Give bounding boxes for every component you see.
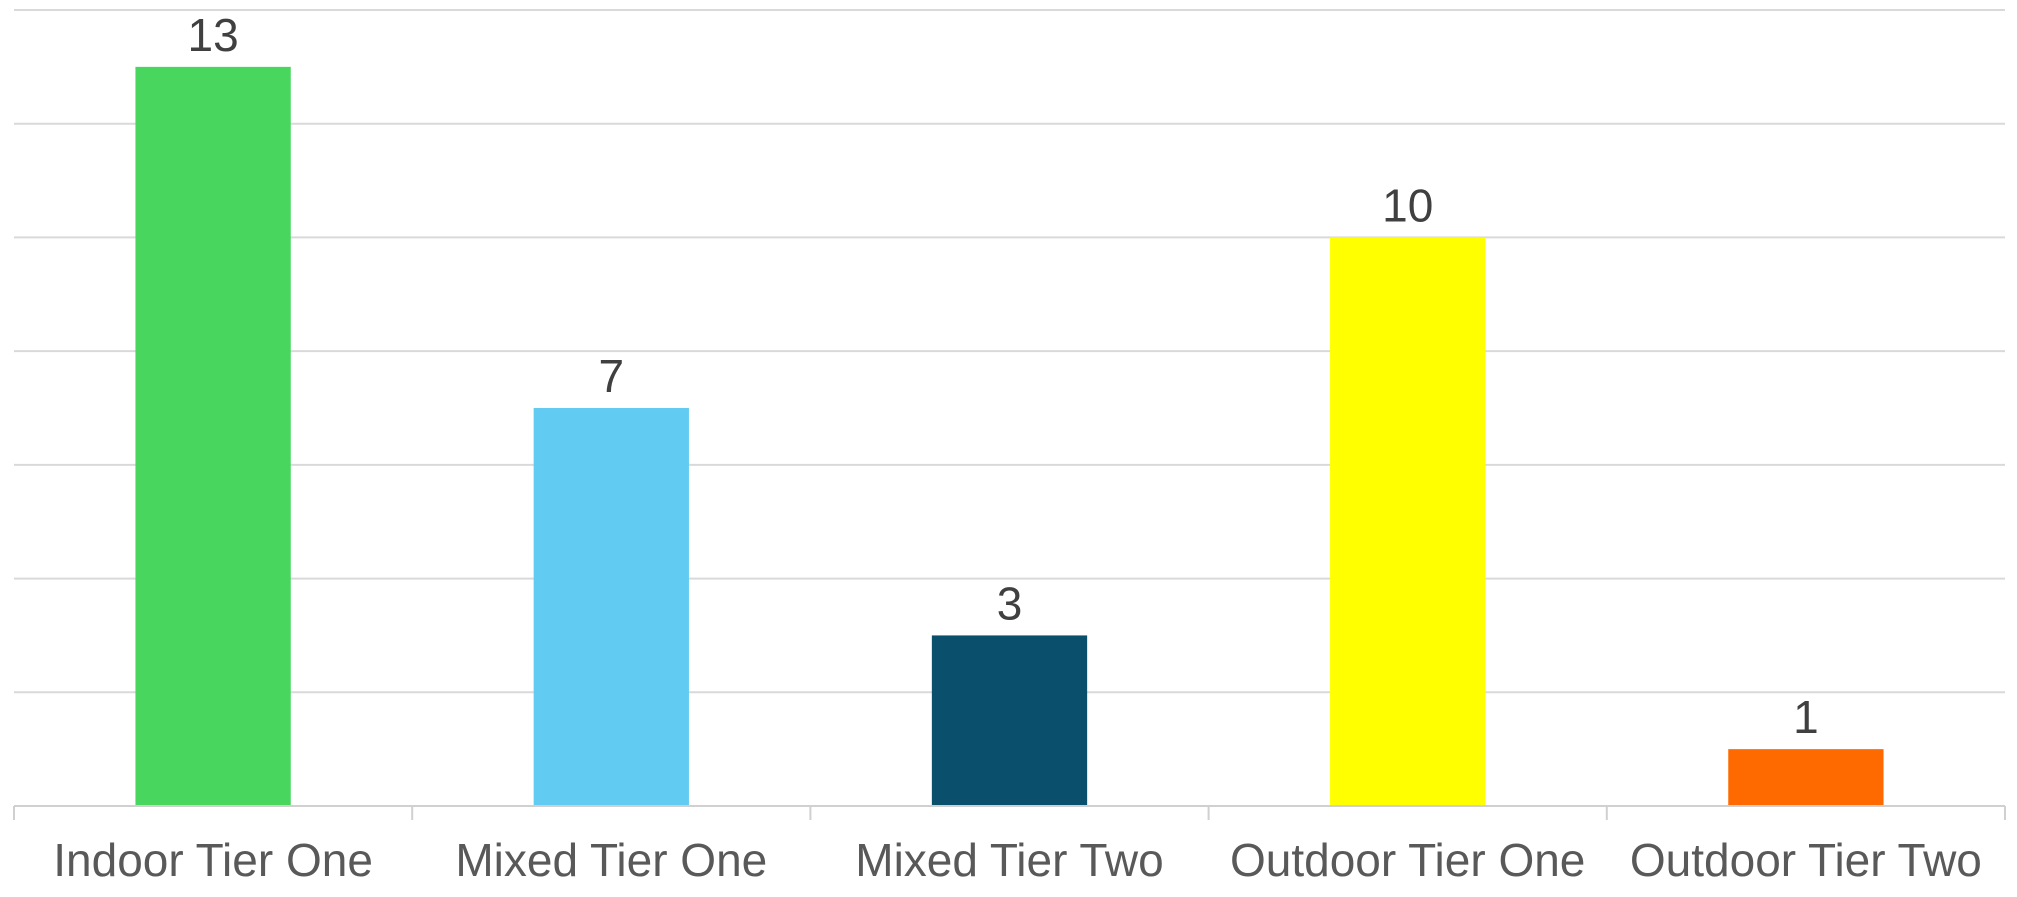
bar bbox=[135, 66, 291, 807]
category-label: Mixed Tier Two bbox=[855, 834, 1163, 886]
category-label: Outdoor Tier Two bbox=[1630, 834, 1982, 886]
bars bbox=[135, 66, 1884, 807]
data-label: 13 bbox=[188, 9, 239, 61]
x-axis bbox=[13, 805, 2006, 820]
category-label: Outdoor Tier One bbox=[1230, 834, 1585, 886]
bar bbox=[1728, 749, 1884, 806]
data-label: 3 bbox=[997, 577, 1023, 629]
bar bbox=[931, 635, 1088, 806]
bar bbox=[1330, 237, 1486, 806]
category-label: Indoor Tier One bbox=[53, 834, 373, 886]
data-label: 1 bbox=[1793, 691, 1819, 743]
category-labels: Indoor Tier One Mixed Tier One Mixed Tier … bbox=[53, 834, 1982, 886]
data-label: 10 bbox=[1382, 179, 1433, 231]
gridlines bbox=[14, 9, 2005, 694]
bar bbox=[533, 408, 689, 806]
data-label: 7 bbox=[599, 350, 625, 402]
category-label: Mixed Tier One bbox=[455, 834, 767, 886]
data-labels: 13 7 3 10 1 bbox=[188, 9, 1819, 743]
